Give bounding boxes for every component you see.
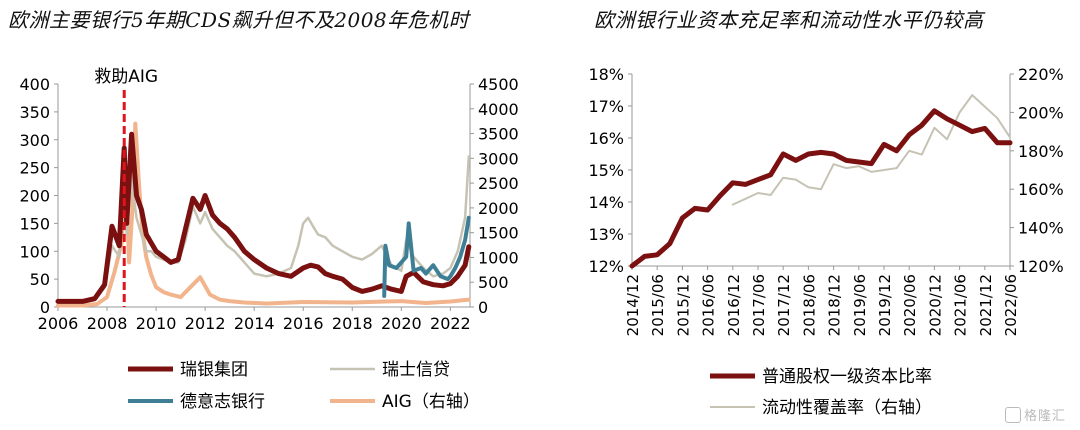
aig-rescue-label: 救助AIG: [94, 67, 158, 87]
x-tick-label: 2016/12: [725, 274, 743, 336]
y-tick-label-right: 200%: [1018, 103, 1064, 122]
series-line-0: [55, 131, 472, 304]
y-tick-label-right: 3000: [478, 149, 519, 168]
legend-label-3: AIG（右轴）: [382, 392, 480, 412]
x-tick-label: 2016: [283, 314, 324, 333]
x-tick-label: 2021/06: [952, 274, 970, 336]
y-tick-label-left: 400: [19, 75, 50, 94]
x-tick-label: 2015/06: [649, 274, 667, 336]
series-line-0: [629, 108, 1013, 269]
x-tick-label: 2020: [381, 314, 422, 333]
x-tick-label: 2015/12: [674, 274, 692, 336]
x-tick-label: 2021/12: [977, 274, 995, 336]
y-tick-label-right: 0: [478, 298, 488, 317]
y-tick-label-left: 50: [30, 270, 50, 289]
x-tick-label: 2010: [136, 314, 177, 333]
y-tick-label-right: 2500: [478, 174, 519, 193]
x-tick-label: 2020/12: [926, 274, 944, 336]
x-tick-label: 2018: [332, 314, 373, 333]
x-tick-label: 2012: [185, 314, 226, 333]
watermark-text: 格隆汇: [1023, 409, 1066, 424]
watermark: 格隆汇: [1004, 405, 1066, 424]
y-tick-label-left: 0: [40, 298, 50, 317]
x-tick-label: 2008: [87, 314, 128, 333]
y-tick-label-left: 14%: [588, 193, 624, 212]
y-tick-label-right: 2000: [478, 199, 519, 218]
y-tick-label-left: 16%: [588, 129, 624, 148]
capital-chart-title: 欧洲银行业资本充足率和流动性水平仍较高: [594, 8, 984, 32]
y-tick-label-right: 4500: [478, 75, 519, 94]
y-tick-label-right: 3500: [478, 125, 519, 144]
y-tick-label-left: 13%: [588, 225, 624, 244]
x-tick-label: 2016/06: [700, 274, 718, 336]
y-tick-label-left: 350: [19, 103, 50, 122]
legend-label-2: 德意志银行: [180, 392, 265, 412]
x-tick-label: 2018/06: [800, 274, 818, 336]
y-tick-label-left: 100: [19, 242, 50, 261]
y-tick-label-right: 1500: [478, 224, 519, 243]
cds-chart-title: 欧洲主要银行5年期CDS飙升但不及2008年危机时: [8, 8, 470, 32]
legend-label-1: 瑞士信贷: [382, 360, 450, 380]
x-tick-label: 2019/12: [876, 274, 894, 336]
y-tick-label-right: 140%: [1018, 219, 1064, 238]
x-tick-label: 2014: [234, 314, 275, 333]
y-tick-label-left: 200: [19, 187, 50, 206]
y-tick-label-right: 180%: [1018, 142, 1064, 161]
legend-label-1: 流动性覆盖率（右轴）: [762, 398, 932, 418]
legend-label-0: 普通股权一级资本比率: [762, 367, 932, 387]
y-tick-label-right: 220%: [1018, 65, 1064, 84]
y-tick-label-right: 500: [478, 273, 509, 292]
watermark-logo-icon: [1004, 407, 1021, 423]
cds-chart-panel: 欧洲主要银行5年期CDS飙升但不及2008年危机时 0 50 100 150 200 25…: [8, 8, 519, 412]
y-tick-label-left: 15%: [588, 161, 624, 180]
capital-chart-panel: 欧洲银行业资本充足率和流动性水平仍较高 12% 13% 14% 15% 16% 17% 18…: [540, 0, 1080, 430]
y-tick-label-right: 1000: [478, 248, 519, 267]
y-tick-label-left: 17%: [588, 97, 624, 116]
cds-chart: 0501001502002503003504000500100015002000…: [19, 67, 519, 412]
y-tick-label-right: 4000: [478, 100, 519, 119]
x-tick-label: 2017/06: [750, 274, 768, 336]
x-tick-label: 2006: [38, 314, 79, 333]
capital-chart: 12% 13% 14% 15% 16% 17% 18% 120% 140% 160% 180% 200…: [588, 65, 1064, 418]
y-tick-label-left: 18%: [588, 65, 624, 84]
x-tick-label: 2017/12: [775, 274, 793, 336]
y-tick-label-left: 150: [19, 214, 50, 233]
y-tick-label-left: 300: [19, 131, 50, 150]
y-tick-label-right: 160%: [1018, 180, 1064, 199]
x-tick-label: 2014/12: [624, 274, 642, 336]
y-tick-label-right: 120%: [1018, 257, 1064, 276]
x-tick-label: 2022/06: [1002, 274, 1020, 336]
x-tick-label: 2018/12: [826, 274, 844, 336]
series-line-1: [731, 94, 1011, 206]
y-tick-label-left: 250: [19, 159, 50, 178]
x-tick-label: 2019/06: [851, 274, 869, 336]
x-tick-label: 2022: [430, 314, 471, 333]
legend-label-0: 瑞银集团: [180, 360, 248, 380]
series-line-2: [382, 215, 471, 298]
y-tick-label-left: 12%: [588, 257, 624, 276]
x-tick-label: 2020/06: [901, 274, 919, 336]
